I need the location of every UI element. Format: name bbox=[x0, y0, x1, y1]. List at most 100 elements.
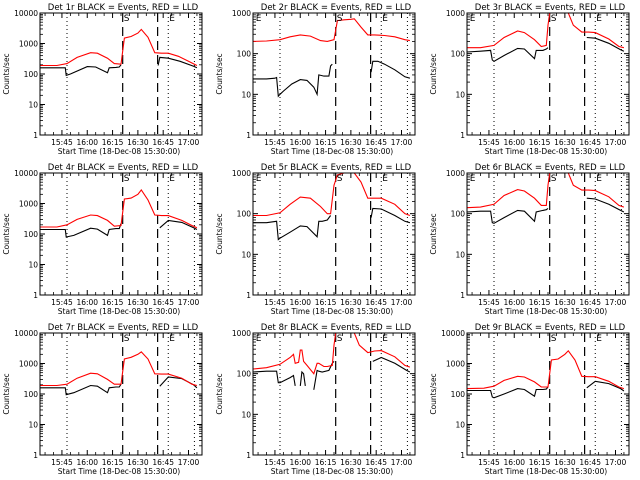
plot-frame bbox=[466, 12, 630, 136]
x-tick-label: 16:00 bbox=[503, 138, 525, 147]
series-line-events bbox=[253, 207, 411, 241]
x-tick-label: 16:30 bbox=[127, 458, 149, 467]
chart-panel-9: Det 9r BLACK = Events, RED = LLD Counts/s… bbox=[429, 323, 630, 476]
x-tick-label: 15:45 bbox=[51, 298, 73, 307]
x-tick-label: 17:00 bbox=[605, 298, 627, 307]
interval-marker-s: S bbox=[551, 174, 557, 184]
x-tick-label: 16:30 bbox=[554, 298, 576, 307]
series-line-events bbox=[466, 197, 625, 224]
y-tick-label: 100 bbox=[24, 70, 39, 79]
y-tick-label: 10 bbox=[455, 90, 465, 99]
interval-marker-e: E bbox=[256, 14, 262, 24]
y-tick-label: 100 bbox=[237, 210, 252, 219]
chart-panel-3: Det 3r BLACK = Events, RED = LLD Counts/s… bbox=[429, 3, 630, 156]
y-axis-label: Counts/sec bbox=[215, 373, 224, 414]
chart-title: Det 7r BLACK = Events, RED = LLD bbox=[48, 323, 199, 333]
x-tick-label: 16:45 bbox=[579, 298, 601, 307]
series-line-events bbox=[253, 60, 411, 98]
chart-title: Det 4r BLACK = Events, RED = LLD bbox=[48, 163, 199, 173]
x-tick-label: 16:00 bbox=[76, 458, 98, 467]
y-tick-label: 1 bbox=[33, 291, 38, 300]
series-line-lld bbox=[467, 12, 625, 49]
chart-title: Det 9r BLACK = Events, RED = LLD bbox=[475, 323, 626, 333]
plot-frame bbox=[252, 332, 416, 456]
interval-marker-e: E bbox=[256, 174, 262, 184]
plot-frame bbox=[39, 172, 203, 296]
y-tick-label: 100 bbox=[451, 390, 466, 399]
y-tick-label: 100 bbox=[24, 390, 39, 399]
x-tick-label: 17:00 bbox=[391, 138, 413, 147]
y-tick-label: 1000 bbox=[232, 169, 251, 178]
chart-title: Det 3r BLACK = Events, RED = LLD bbox=[475, 3, 626, 13]
y-tick-label: 1000 bbox=[19, 200, 38, 209]
y-tick-label: 100 bbox=[237, 370, 252, 379]
y-axis-label: Counts/sec bbox=[215, 213, 224, 254]
y-tick-label: 1000 bbox=[232, 9, 251, 18]
interval-marker-s: S bbox=[124, 174, 130, 184]
chart-panel-7: Det 7r BLACK = Events, RED = LLD Counts/s… bbox=[2, 323, 203, 476]
interval-marker-e: E bbox=[382, 334, 388, 344]
x-tick-label: 16:15 bbox=[529, 138, 551, 147]
interval-marker-s: S bbox=[124, 334, 130, 344]
x-tick-label: 16:15 bbox=[315, 458, 337, 467]
x-tick-label: 15:45 bbox=[264, 298, 286, 307]
plot-frame bbox=[466, 332, 630, 456]
y-tick-label: 1 bbox=[246, 451, 251, 460]
y-tick-label: 1 bbox=[33, 131, 38, 140]
series-line-lld bbox=[466, 349, 625, 390]
interval-marker-s: S bbox=[551, 334, 557, 344]
interval-marker-s: S bbox=[124, 14, 130, 24]
x-tick-label: 15:45 bbox=[478, 458, 500, 467]
y-tick-label: 1 bbox=[246, 131, 251, 140]
y-tick-label: 10 bbox=[455, 421, 465, 430]
x-tick-label: 16:15 bbox=[102, 138, 124, 147]
x-tick-label: 17:00 bbox=[605, 138, 627, 147]
interval-marker-e: E bbox=[382, 174, 388, 184]
x-tick-label: 15:45 bbox=[264, 138, 286, 147]
y-tick-label: 10 bbox=[28, 421, 38, 430]
x-tick-label: 16:30 bbox=[340, 138, 362, 147]
chart-title: Det 2r BLACK = Events, RED = LLD bbox=[261, 3, 412, 13]
chart-title: Det 5r BLACK = Events, RED = LLD bbox=[261, 163, 412, 173]
y-tick-label: 10 bbox=[241, 410, 251, 419]
x-axis-label: Start Time (18-Dec-08 15:30:00) bbox=[58, 467, 180, 476]
x-tick-label: 16:30 bbox=[127, 298, 149, 307]
x-tick-label: 16:30 bbox=[554, 458, 576, 467]
interval-marker-e: E bbox=[596, 334, 602, 344]
x-tick-label: 15:45 bbox=[51, 458, 73, 467]
x-tick-label: 16:45 bbox=[152, 298, 174, 307]
x-tick-label: 16:30 bbox=[340, 298, 362, 307]
series-line-events bbox=[467, 380, 625, 399]
x-tick-label: 16:45 bbox=[579, 458, 601, 467]
x-tick-label: 16:00 bbox=[289, 458, 311, 467]
y-tick-label: 10 bbox=[455, 250, 465, 259]
y-tick-label: 1 bbox=[460, 451, 465, 460]
series-line-lld bbox=[466, 172, 625, 209]
series-line-lld bbox=[40, 28, 198, 67]
y-tick-label: 10000 bbox=[441, 329, 465, 338]
x-tick-label: 15:45 bbox=[264, 458, 286, 467]
x-axis-label: Start Time (18-Dec-08 15:30:00) bbox=[271, 467, 393, 476]
series-line-lld bbox=[252, 332, 411, 375]
y-tick-label: 1000 bbox=[19, 360, 38, 369]
y-tick-label: 10000 bbox=[14, 9, 38, 18]
y-tick-label: 100 bbox=[451, 50, 466, 59]
series-line-lld bbox=[40, 351, 198, 387]
x-tick-label: 16:15 bbox=[315, 298, 337, 307]
x-axis-label: Start Time (18-Dec-08 15:30:00) bbox=[485, 307, 607, 316]
y-axis-label: Counts/sec bbox=[429, 53, 438, 94]
y-tick-label: 1000 bbox=[446, 9, 465, 18]
x-tick-label: 16:45 bbox=[365, 458, 387, 467]
plot-frame bbox=[39, 332, 203, 456]
plot-frame bbox=[466, 172, 630, 296]
interval-marker-e: E bbox=[596, 14, 602, 24]
x-tick-label: 16:00 bbox=[289, 138, 311, 147]
y-axis-label: Counts/sec bbox=[429, 213, 438, 254]
chart-panel-2: Det 2r BLACK = Events, RED = LLD Counts/s… bbox=[215, 3, 416, 156]
y-tick-label: 10000 bbox=[14, 329, 38, 338]
interval-marker-e: E bbox=[169, 334, 175, 344]
x-tick-label: 17:00 bbox=[391, 458, 413, 467]
y-axis-label: Counts/sec bbox=[429, 373, 438, 414]
x-tick-label: 16:15 bbox=[315, 138, 337, 147]
